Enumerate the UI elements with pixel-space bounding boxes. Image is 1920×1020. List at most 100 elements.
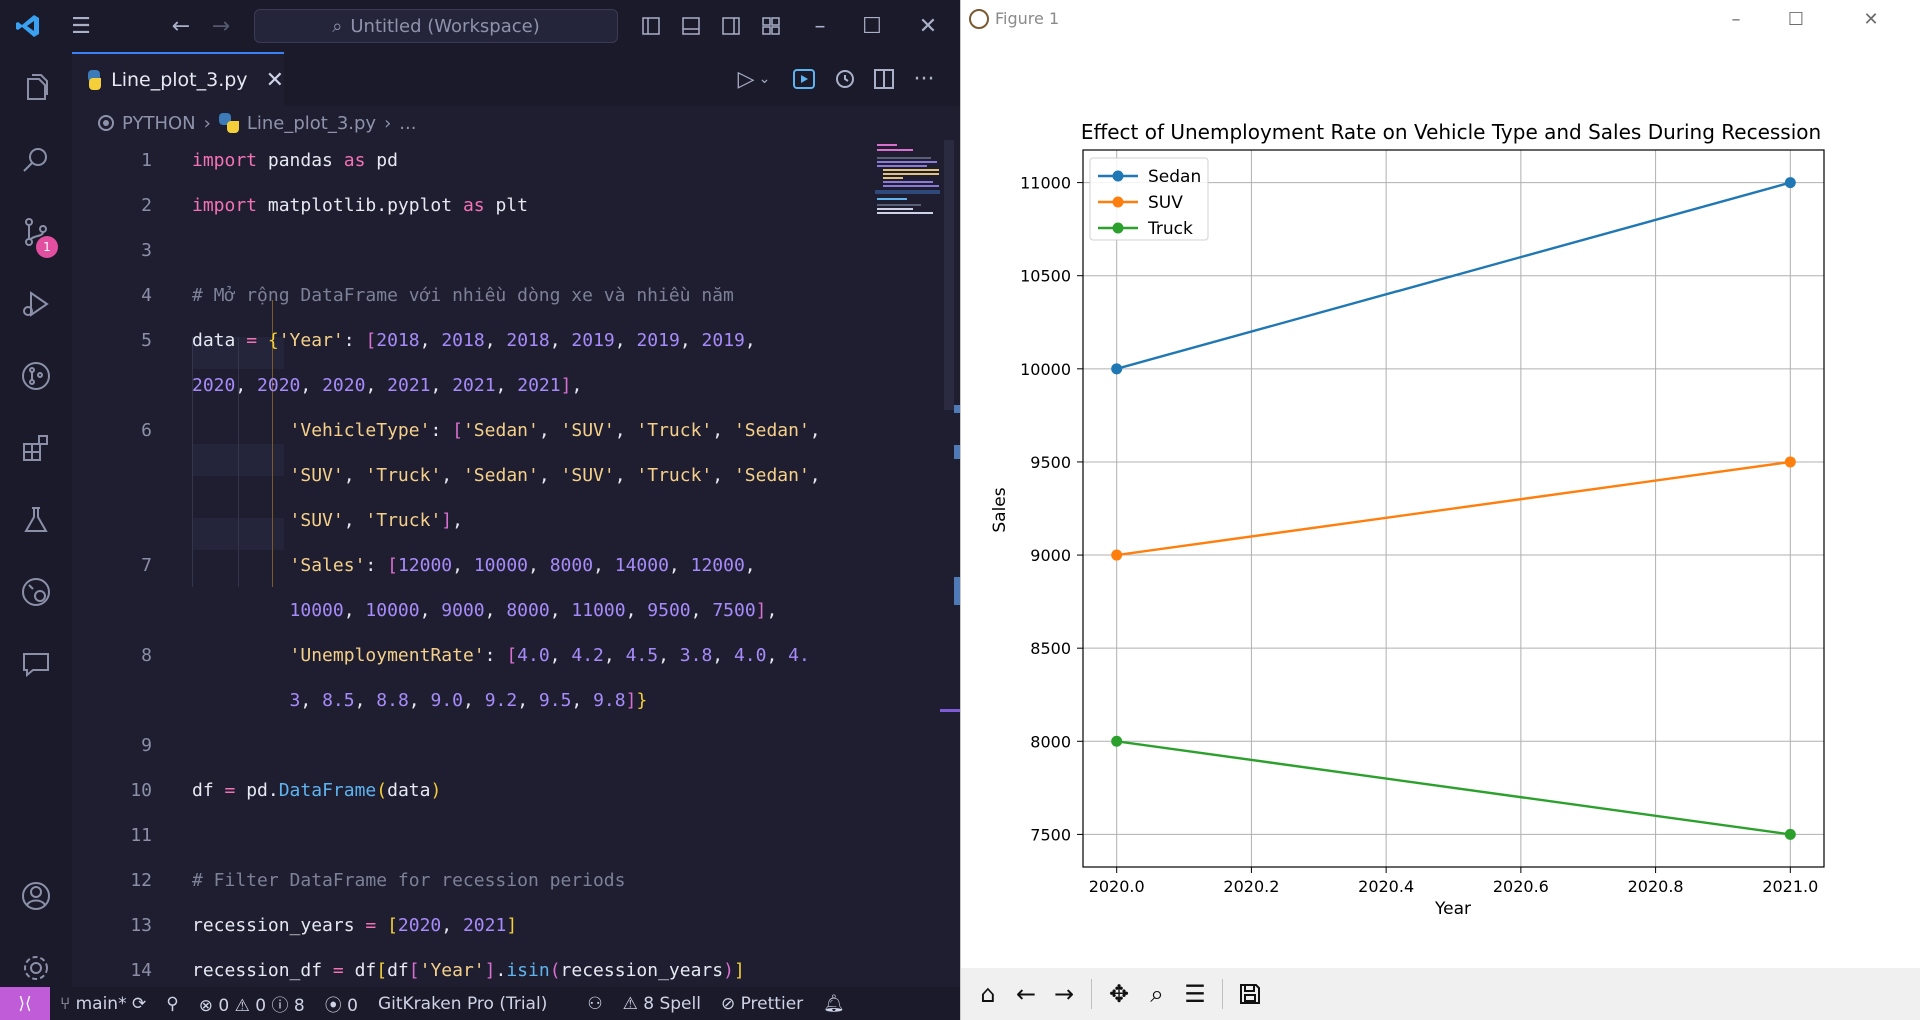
toggle-sidebar-icon[interactable] [636,0,666,52]
breadcrumb-root[interactable]: PYTHON [122,112,196,134]
minimap[interactable] [875,140,941,220]
code-line: data = {'Year': [2018, 2018, 2018, 2019,… [192,330,756,351]
toggle-secondary-sidebar-icon[interactable] [716,0,746,52]
gitlens-icon[interactable]: ⚲ [166,993,179,1014]
git-branch[interactable]: ⑂ main* ⟳ [60,993,147,1014]
line-number: 11 [130,825,152,846]
figure-close-icon[interactable]: ✕ [1863,8,1879,30]
y-tick-label: 10000 [1020,360,1071,379]
run-python-file-icon[interactable]: ▷ ⌄ [737,66,771,92]
code-line: recession_years = [2020, 2021] [192,915,518,936]
figure-window-title: Figure 1 [995,9,1060,28]
python-file-icon [88,70,102,90]
toolbar-divider [1091,979,1092,1009]
series-line-suv [1116,460,1791,557]
explorer-icon[interactable] [0,52,72,124]
error-count: 0 [218,996,230,1016]
y-tick-label: 11000 [1020,174,1071,193]
line-number: 10 [130,780,152,801]
settings-gear-icon[interactable] [0,932,72,1004]
python-file-icon [218,113,239,133]
editor-tab-bar: Line_plot_3.py ✕ ▷ ⌄ ··· [72,52,960,106]
vscode-logo-icon [8,0,48,52]
testing-flask-icon[interactable] [0,484,72,556]
source-control-icon[interactable]: 1 [0,196,72,268]
line-number: 12 [130,870,152,891]
activity-bar: 1 [0,52,72,987]
y-tick-label: 10500 [1020,267,1071,286]
notifications-bell-icon[interactable]: 🔔︎ [823,993,845,1014]
figure-minimize-icon[interactable]: – [1731,8,1741,30]
chart-area: Effect of Unemployment Rate on Vehicle T… [961,38,1920,968]
line-number: 8 [141,645,152,666]
data-point-truck [1784,828,1796,840]
chat-icon[interactable] [0,628,72,700]
remote-explorer-icon[interactable] [0,556,72,628]
customize-layout-icon[interactable] [756,0,786,52]
code-line: 'SUV', 'Truck'], [289,510,463,531]
legend-entry: Sedan [1148,167,1201,187]
spell-check-status[interactable]: ⚠ 8 Spell [622,993,701,1014]
problems-indicator[interactable]: ⊗ 0 ⚠ 0 ⓘ 8 [198,996,305,1016]
pan-move-icon[interactable]: ✥ [1108,980,1130,1008]
copilot-icon[interactable]: ⚇ [587,993,603,1014]
matplotlib-figure-window: Figure 1 – ☐ ✕ Effect of Unemployment Ra… [960,0,1920,1020]
extensions-icon[interactable] [0,412,72,484]
series-line-truck [1116,740,1791,836]
ports-indicator[interactable]: ⦿ 0 [324,996,358,1016]
code-line: 'VehicleType': ['Sedan', 'SUV', 'Truck',… [289,420,821,441]
back-icon[interactable]: ← [1015,980,1037,1008]
x-tick-label: 2020.2 [1223,877,1279,896]
forward-icon[interactable]: → [1053,980,1075,1008]
timeline-history-icon[interactable] [824,52,864,106]
chevron-right-icon: › [203,112,211,134]
gitkraken-status[interactable]: GitKraken Pro (Trial) [377,993,548,1014]
y-axis-label: Sales [990,487,1010,532]
figure-maximize-icon[interactable]: ☐ [1787,8,1805,30]
code-line: 2020, 2020, 2020, 2021, 2021, 2021], [192,375,583,396]
remote-indicator-icon[interactable]: ⟩⟨ [0,987,50,1020]
tab-close-icon[interactable]: ✕ [265,67,284,93]
run-preview-icon[interactable] [784,52,824,106]
y-tick-label: 9000 [1030,546,1071,565]
editor-scrollbar[interactable] [940,140,960,987]
legend-entry: SUV [1148,193,1183,213]
branch-name: main* [75,993,127,1014]
breadcrumb-file[interactable]: Line_plot_3.py [246,112,377,134]
search-icon[interactable] [0,124,72,196]
home-icon[interactable]: ⌂ [980,980,996,1008]
search-icon: ⌕ [332,15,343,37]
zoom-magnifier-icon[interactable]: ⌕ [1150,980,1164,1008]
indent-guide [238,337,239,587]
y-tick-label: 8500 [1030,639,1071,658]
split-editor-icon[interactable] [864,52,904,106]
breadcrumb-more[interactable]: ... [399,112,417,134]
run-debug-icon[interactable] [0,268,72,340]
axes-frame [1082,149,1825,868]
line-chart: Effect of Unemployment Rate on Vehicle T… [990,120,1825,919]
configure-subplots-icon[interactable]: ☰ [1184,980,1206,1008]
accounts-icon[interactable] [0,860,72,932]
maximize-icon[interactable]: ☐ [862,13,882,39]
forward-arrow-icon[interactable]: → [211,13,231,39]
back-arrow-icon[interactable]: ← [171,13,191,39]
code-line: recession_df = df[df['Year'].isin(recess… [192,960,745,981]
tab-line-plot-3[interactable]: Line_plot_3.py ✕ [72,52,284,106]
close-icon[interactable]: ✕ [918,13,938,39]
line-number: 9 [141,735,152,756]
warning-count: 0 [255,996,267,1016]
toolbar-divider [1222,979,1223,1009]
toggle-panel-icon[interactable] [676,0,706,52]
ports-count: 0 [347,996,358,1016]
prettier-status[interactable]: ⊘ Prettier [720,993,804,1014]
vscode-titlebar: ☰ ← → ⌕ Untitled (Workspace) – ☐ ✕ [0,0,960,52]
code-editor[interactable]: 1 2 3 4 5 6 7 8 9 10 11 12 13 14 import … [72,140,942,987]
prettier-label: Prettier [740,993,804,1014]
minimize-icon[interactable]: – [814,13,826,39]
command-center-search[interactable]: ⌕ Untitled (Workspace) [254,9,618,43]
more-actions-icon[interactable]: ··· [913,66,935,92]
menu-icon[interactable]: ☰ [71,13,91,39]
save-figure-icon[interactable] [1233,977,1267,1011]
indent-guide-active [272,300,273,587]
git-graph-icon[interactable] [0,340,72,412]
